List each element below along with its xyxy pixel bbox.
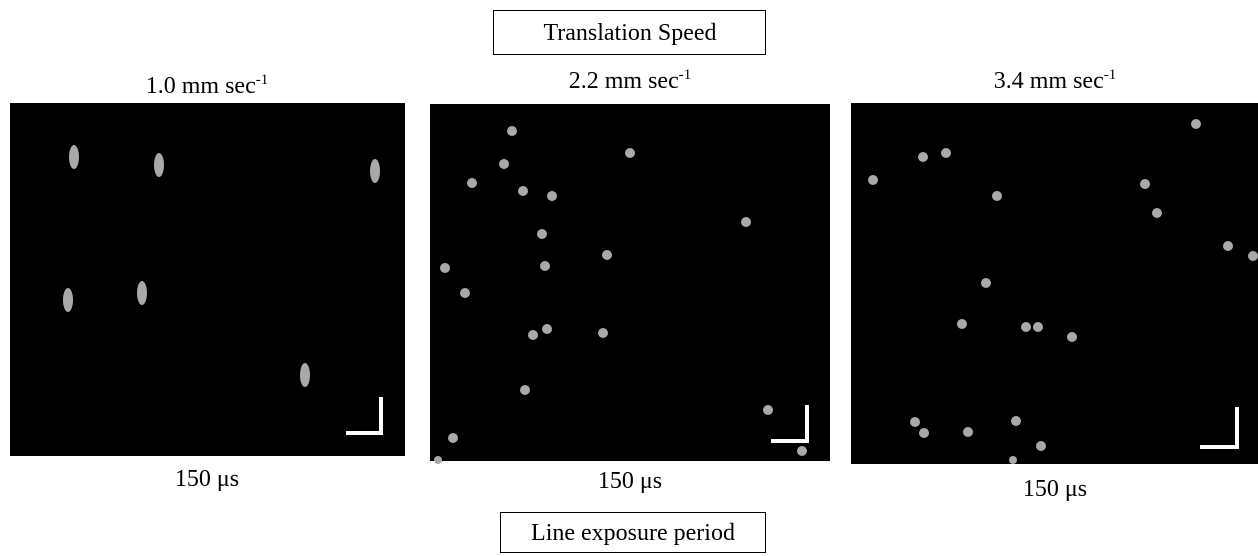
speed-exponent: -1 [1104,67,1117,83]
speed-label: 3.4 mm sec-1 [994,67,1116,94]
image-panel [10,103,405,456]
scale-caption: 150 μs [1023,476,1087,502]
figure: Translation Speed 1.0 mm sec-1 2.2 mm se… [0,0,1258,556]
scale-caption: 150 μs [598,468,662,494]
speed-exponent: -1 [256,72,269,88]
speed-text: 1.0 mm sec [146,73,256,99]
scale-caption: 150 μs [175,466,239,492]
speed-label: 2.2 mm sec-1 [569,67,691,94]
speed-text: 2.2 mm sec [569,68,679,94]
speed-label: 1.0 mm sec-1 [146,72,268,99]
page: Translation Speed 1.0 mm sec-1 2.2 mm se… [0,0,1258,556]
image-panel [430,104,830,464]
footer-title: Line exposure period [531,520,735,546]
image-panel [851,103,1258,464]
speed-text: 3.4 mm sec [994,68,1104,94]
speed-exponent: -1 [679,67,692,83]
header-title: Translation Speed [543,20,716,46]
image-background [851,103,1258,464]
